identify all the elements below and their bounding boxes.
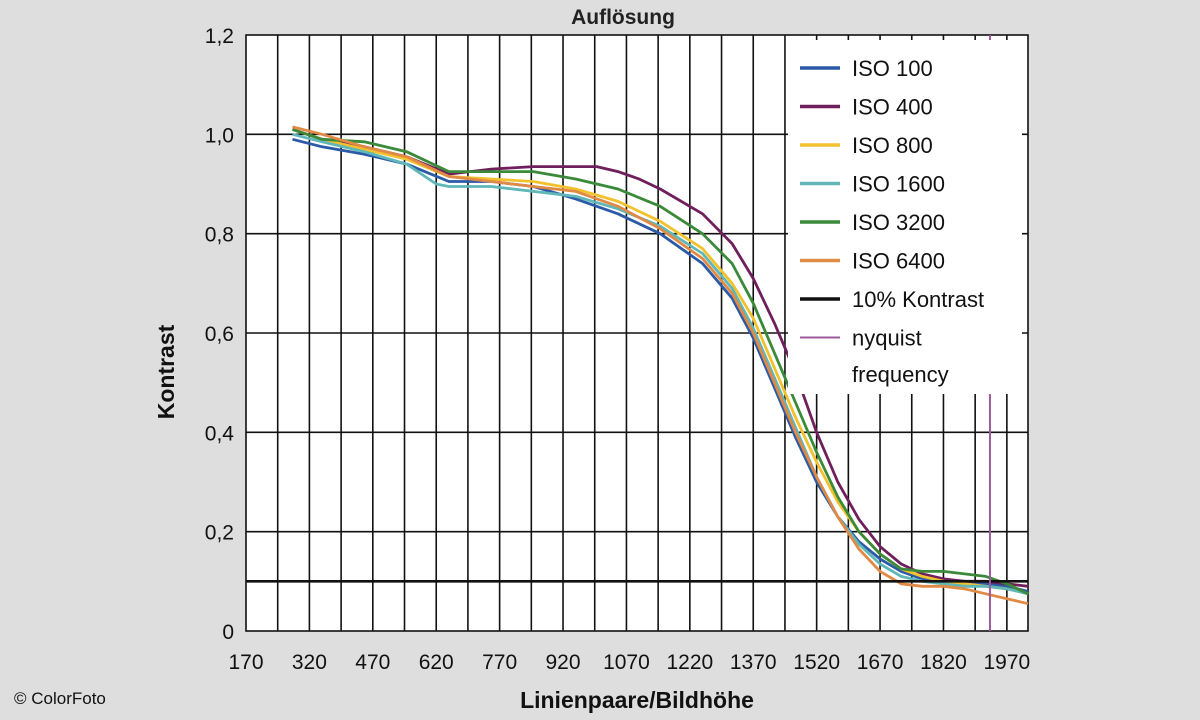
x-tick-label: 1070 (603, 651, 650, 674)
y-tick-label: 1,0 (205, 124, 234, 147)
y-axis-title: Kontrast (153, 324, 179, 419)
legend-label: nyquist (852, 326, 922, 351)
x-tick-label: 770 (482, 651, 517, 674)
x-tick-label: 470 (355, 651, 390, 674)
legend: ISO 100 ISO 400 ISO 800 ISO 1600 ISO 3200 ISO… (788, 40, 1022, 394)
legend-label: ISO 6400 (852, 249, 945, 274)
legend-label: ISO 400 (852, 95, 933, 120)
legend-label: ISO 100 (852, 56, 933, 81)
legend-label-continued: frequency (852, 362, 949, 387)
series-line-iso-3200 (292, 128, 1029, 596)
y-tick-label: 0,6 (205, 323, 234, 346)
x-tick-label: 1520 (793, 651, 840, 674)
x-tick-label: 320 (292, 651, 327, 674)
chart-title: Auflösung (571, 6, 675, 29)
x-tick-label: 170 (228, 651, 263, 674)
x-tick-label: 1970 (984, 651, 1031, 674)
x-tick-label: 1370 (730, 651, 777, 674)
series-line-iso-1600 (292, 132, 1029, 596)
legend-box (788, 40, 1022, 394)
legend-label: 10% Kontrast (852, 287, 984, 312)
series-line-iso-6400 (292, 125, 1029, 606)
y-tick-label: 1,2 (205, 25, 234, 48)
y-tick-label: 0,4 (205, 422, 235, 445)
x-axis-title: Linienpaare/Bildhöhe (520, 687, 754, 713)
y-tick-label: 0 (222, 621, 234, 644)
x-tick-label: 1820 (920, 651, 967, 674)
x-tick-label: 920 (546, 651, 581, 674)
y-axis-ticks: 0 0,2 0,4 0,6 0,8 1,0 1,2 (205, 25, 235, 644)
y-tick-label: 0,2 (205, 522, 234, 545)
x-tick-label: 620 (419, 651, 454, 674)
x-tick-label: 1220 (666, 651, 713, 674)
y-tick-label: 0,8 (205, 224, 234, 247)
watermark: © ColorFoto (14, 689, 106, 708)
x-axis-ticks: 170 320 470 620 770 920 1070 1220 1370 1520 1670 18… (228, 651, 1030, 674)
legend-label: ISO 800 (852, 133, 933, 158)
legend-label: ISO 3200 (852, 210, 945, 235)
legend-label: ISO 1600 (852, 172, 945, 197)
x-tick-label: 1670 (857, 651, 904, 674)
